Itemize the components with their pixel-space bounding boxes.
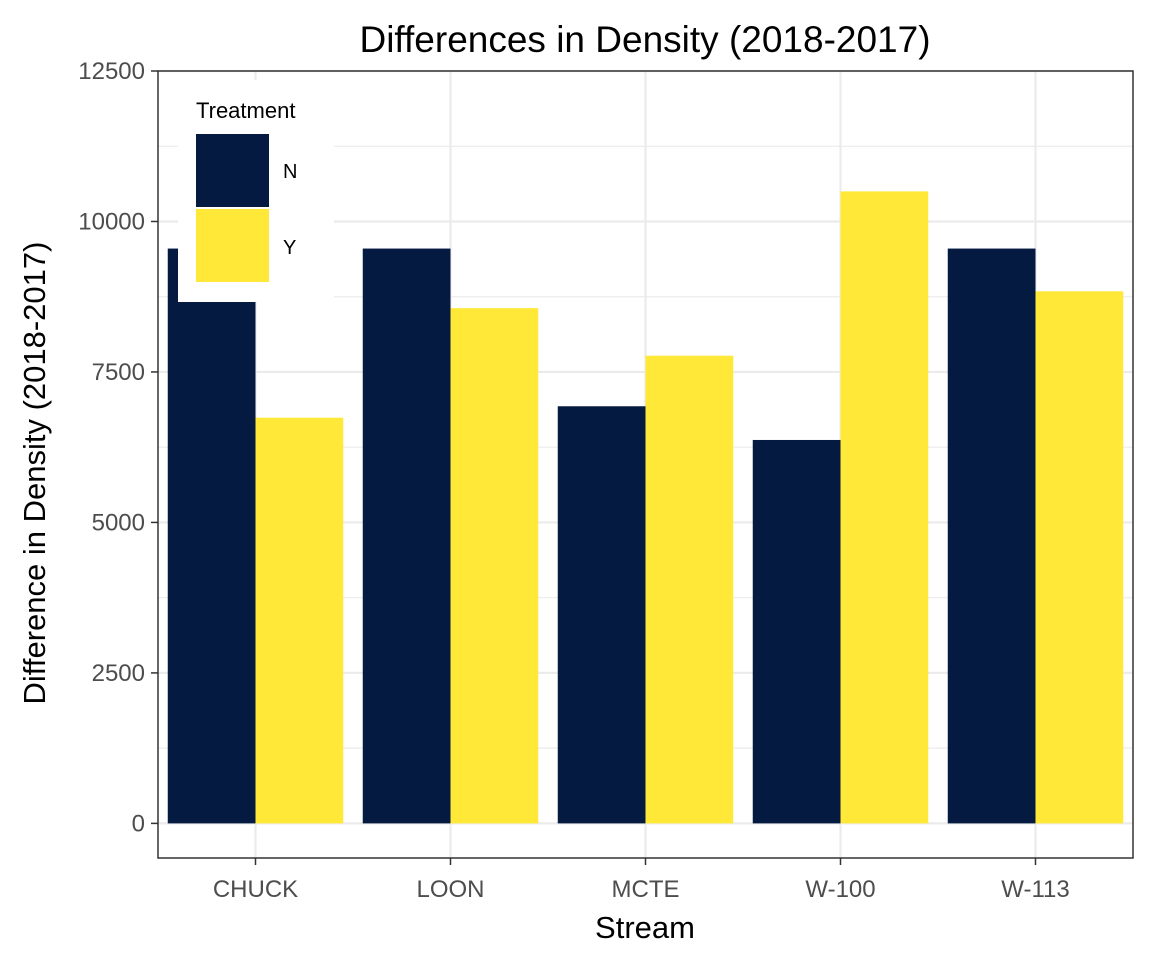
bar-y-w-100 bbox=[840, 191, 929, 824]
bar-y-mcte bbox=[645, 355, 734, 824]
bars bbox=[167, 191, 1124, 824]
x-tick-label: CHUCK bbox=[213, 876, 298, 903]
x-tick-label: W-100 bbox=[805, 876, 875, 903]
legend-label-y: Y bbox=[283, 237, 296, 259]
bar-y-loon bbox=[450, 308, 539, 824]
bar-y-w-113 bbox=[1035, 291, 1124, 824]
bar-n-w-113 bbox=[947, 248, 1036, 824]
y-tick-label: 10000 bbox=[78, 208, 145, 235]
legend: Treatment N Y bbox=[178, 80, 334, 302]
legend-key-y bbox=[196, 209, 269, 282]
bar-n-mcte bbox=[557, 406, 646, 824]
bar-y-chuck bbox=[255, 417, 344, 824]
bar-n-chuck bbox=[167, 248, 256, 824]
bar-n-w-100 bbox=[752, 439, 841, 824]
y-tick-label: 7500 bbox=[92, 359, 145, 386]
legend-label-n: N bbox=[283, 161, 297, 183]
axes: 0 2500 5000 7500 10000 12500 CHUCK LOON MCTE W-10… bbox=[78, 58, 1069, 903]
legend-key-n bbox=[196, 134, 269, 207]
legend-title: Treatment bbox=[196, 98, 295, 123]
x-axis-title: Stream bbox=[595, 910, 695, 945]
y-tick-label: 0 bbox=[132, 810, 145, 837]
y-axis-title: Difference in Density (2018-2017) bbox=[17, 242, 52, 705]
y-tick-label: 5000 bbox=[92, 509, 145, 536]
x-tick-label: W-113 bbox=[1001, 876, 1069, 903]
x-tick-label: MCTE bbox=[612, 876, 680, 903]
chart-title: Differences in Density (2018-2017) bbox=[359, 19, 930, 60]
bar-n-loon bbox=[362, 248, 451, 824]
y-tick-label: 12500 bbox=[78, 58, 145, 85]
y-tick-label: 2500 bbox=[92, 660, 145, 687]
x-tick-label: LOON bbox=[416, 876, 484, 903]
